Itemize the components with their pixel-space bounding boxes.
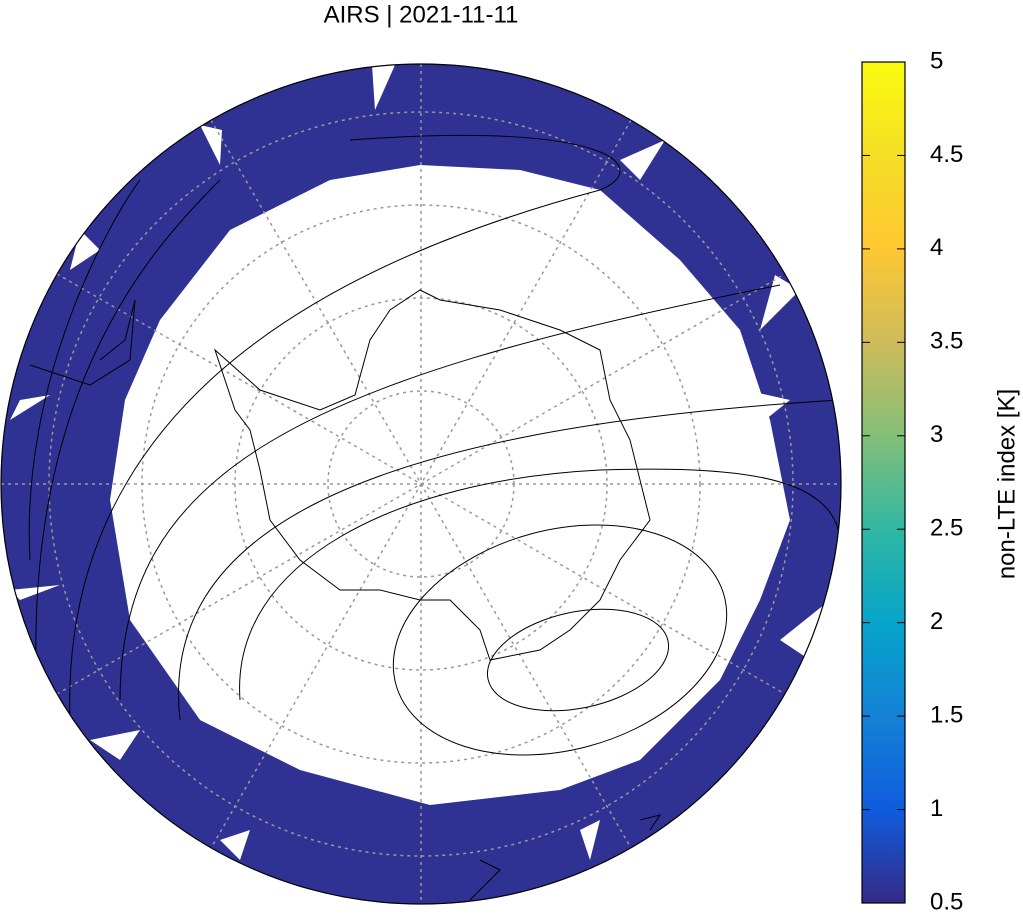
- colorbar-tick-label: 4.5: [930, 141, 963, 168]
- coastline: [213, 289, 651, 661]
- colorbar-tick-label: 5: [930, 47, 943, 74]
- map: [1, 64, 841, 904]
- colorbar: [861, 61, 906, 904]
- title: AIRS | 2021-11-11: [324, 1, 519, 28]
- colorbar-tick-label: 1: [930, 795, 943, 822]
- colorbar-tick-label: 4: [930, 234, 943, 261]
- contours: [28, 134, 841, 756]
- colorbar-tick-label: 3: [930, 421, 943, 448]
- colorbar-label: non-LTE index [K]: [993, 389, 1020, 579]
- colorbar-tick-label: 0.5: [930, 888, 963, 913]
- colorbar-tick-label: 2: [930, 608, 943, 635]
- map-border: [0, 63, 842, 905]
- colorbar-tick-label: 3.5: [930, 328, 963, 355]
- coastline: [29, 299, 662, 901]
- colorbar-tick-label: 2.5: [930, 515, 963, 542]
- colorbar-tick-label: 1.5: [930, 701, 963, 728]
- graticule: [1, 64, 841, 904]
